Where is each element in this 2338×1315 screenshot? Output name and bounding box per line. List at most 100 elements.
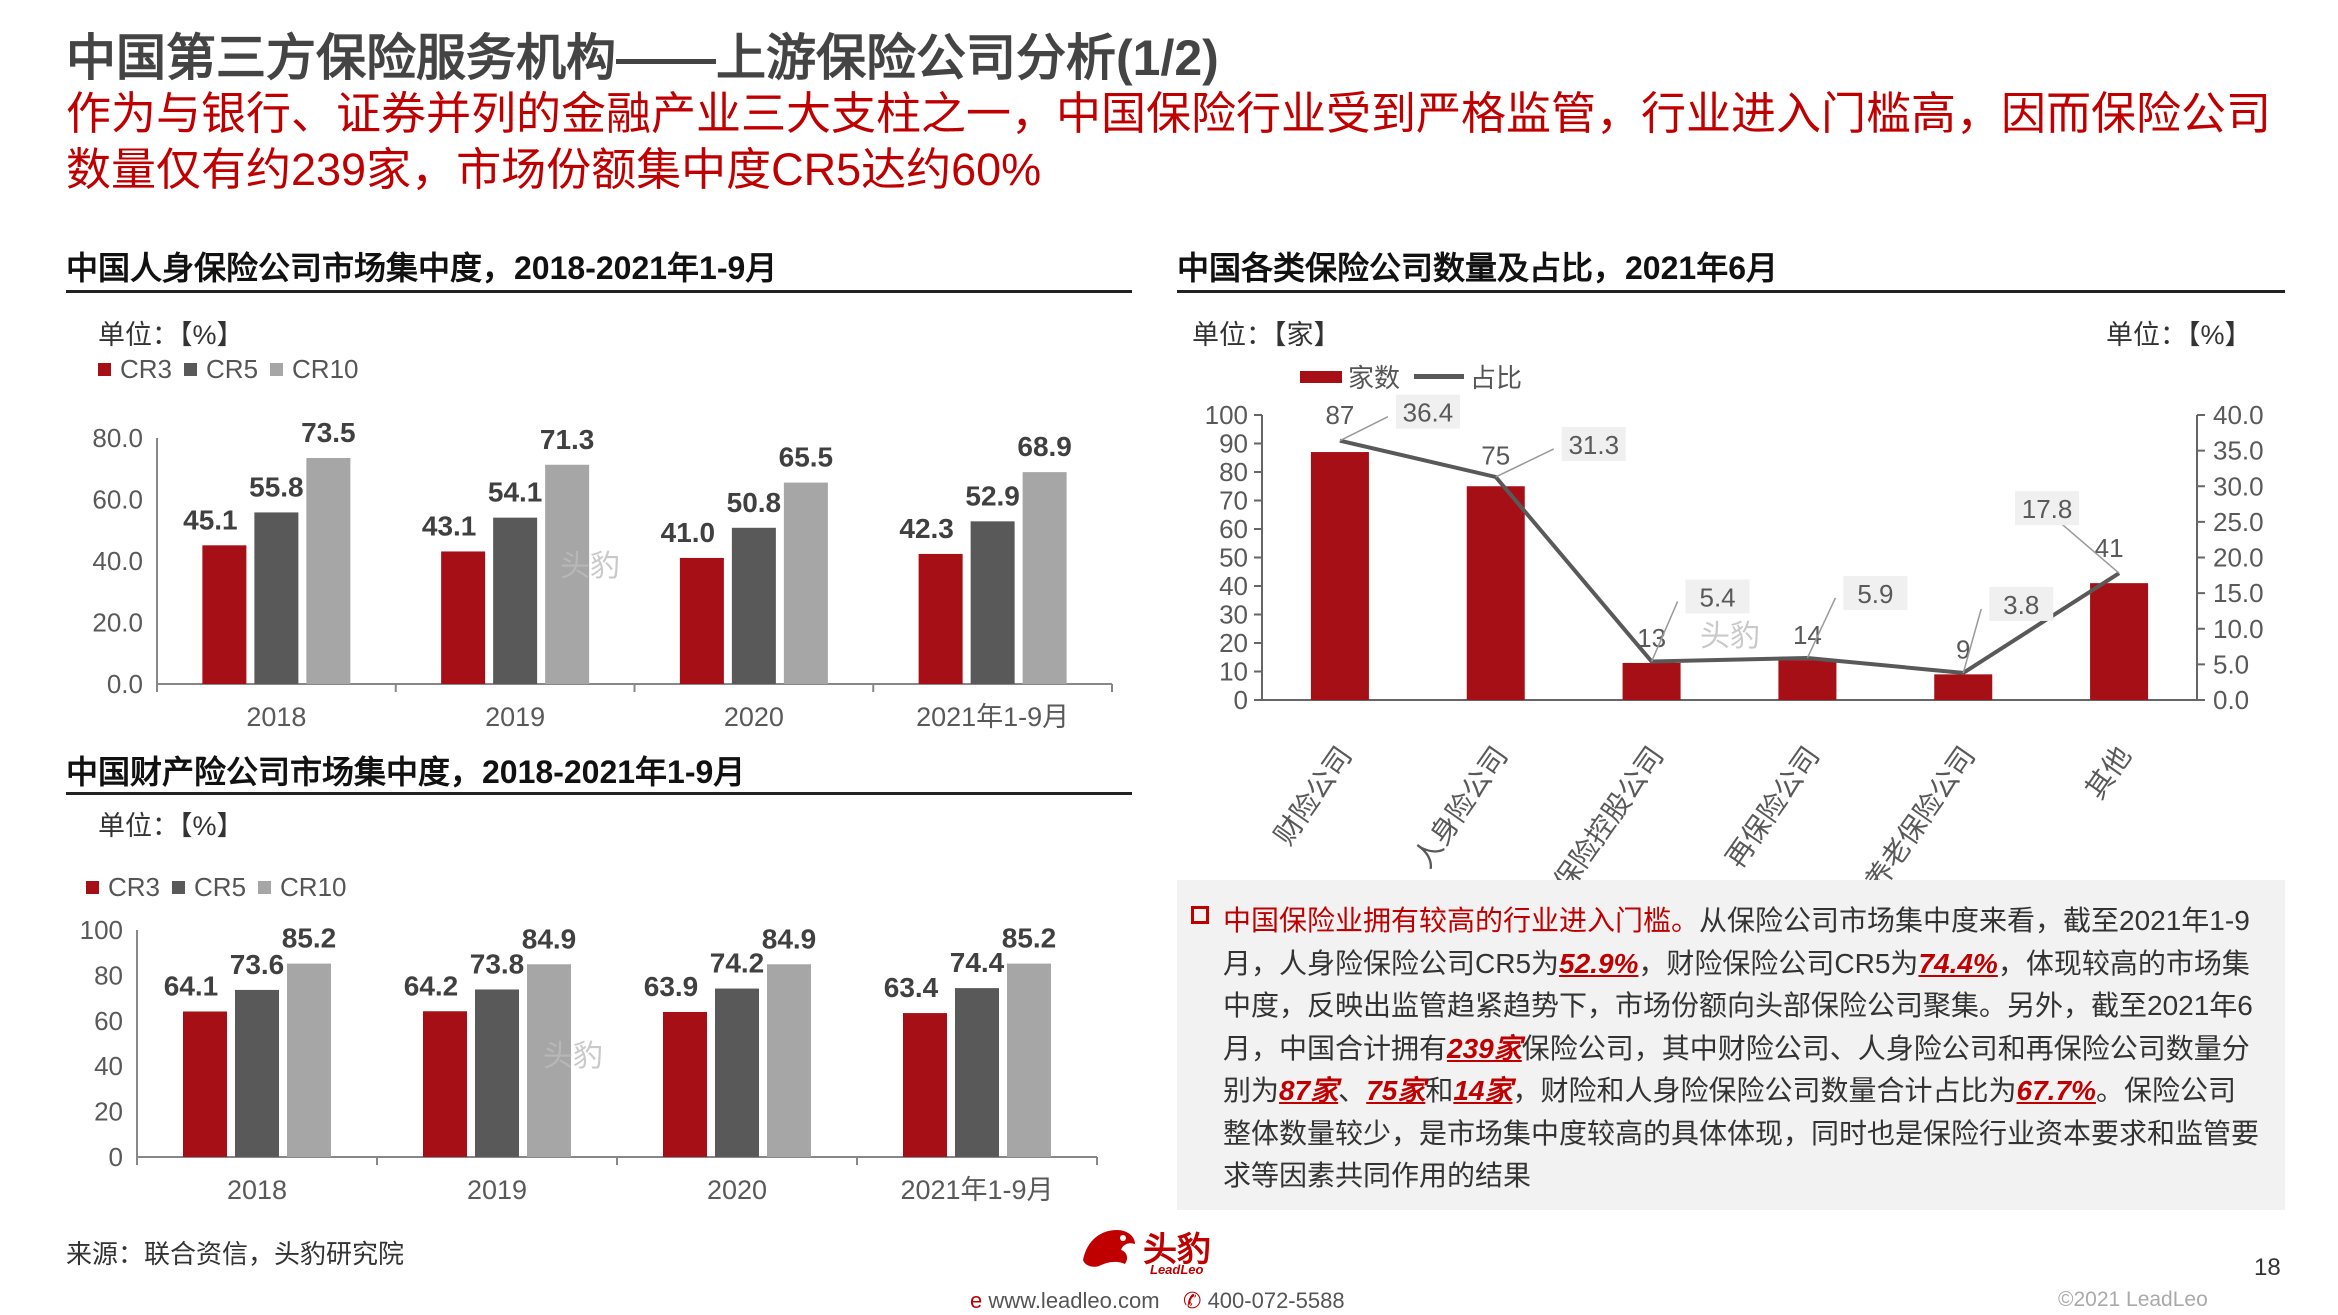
y-tick-label-left: 20 [1219,628,1248,658]
share-label: 31.3 [1568,430,1619,460]
bar-cr10 [1007,963,1051,1157]
callout-leader [1495,448,1555,478]
x-tick-label: 养老保险公司 [1860,741,1982,880]
data-label: 64.2 [404,970,459,1001]
website-text[interactable]: www.leadleo.com [988,1288,1160,1313]
legend-swatch-cr10 [270,363,284,376]
copyright: ©2021 LeadLeo [2058,1288,2208,1311]
data-label: 73.5 [301,417,356,448]
page-number: 18 [2254,1254,2281,1281]
chart2-unit: 单位：【%】 [98,811,244,841]
data-label: 74.4 [950,947,1005,978]
chart3-rule [1177,290,2285,293]
bar-count [1622,662,1681,700]
bar-cr10 [783,482,828,684]
bar-cr5 [715,988,759,1157]
analysis-text: 从保险公司市场集中度来看，截至2021年1-9月，人身险保险公司CR5为 [1223,905,2250,979]
data-label: 73.6 [230,949,285,980]
highlight-value: 74.4% [1918,947,1998,979]
data-label: 63.4 [884,972,939,1003]
page-title: 中国第三方保险服务机构——上游保险公司分析(1/2) [66,30,1219,86]
callout-box [1843,575,1908,610]
y-tick-label-left: 50 [1219,543,1248,573]
legend-swatch-cr10 [258,881,272,894]
share-line [1339,438,2121,675]
data-label: 52.9 [965,480,1020,511]
leadleo-logo-icon [1083,1230,1135,1267]
legend-label-cr5: CR5 [206,354,259,384]
y-tick-label-left: 60 [1219,514,1248,544]
x-tick-label: 再保险公司 [1720,741,1826,873]
y-tick-label: 80 [94,960,123,990]
analysis-text: ，体现较高的市场集中度，反映出监管趋紧趋势下，市场份额向头部保险公司聚集。另外，… [1223,947,2253,1064]
share-label: 36.4 [1403,398,1454,428]
phone-text: 400-072-5588 [1207,1288,1345,1313]
bar-cr3 [423,1011,467,1157]
chart2-legend: CR3 CR5 CR10 [86,872,347,903]
analysis-paragraph: 中国保险业拥有较高的行业进入门槛。从保险公司市场集中度来看，截至2021年1-9… [1223,900,2263,1198]
chart3-legend: 家数 占比 [1300,358,1522,395]
chart2-rule [66,792,1132,795]
bar-cr5 [235,989,279,1157]
chart2-property-insurance-concentration: 02040608010064.173.685.2201864.273.884.9… [80,915,1098,1205]
x-tick-label: 2018 [246,702,306,732]
bar-cr5 [731,527,776,684]
x-tick-label: 2018 [227,1175,287,1205]
y-tick-label-right: 10.0 [2213,614,2264,644]
bar-cr10 [287,963,331,1157]
watermark-text: 头豹 [560,550,620,583]
y-tick-label-right: 15.0 [2213,578,2264,608]
count-label: 75 [1481,440,1510,470]
bar-cr10 [527,964,571,1157]
x-tick-label: 2020 [707,1175,767,1205]
y-tick-label-right: 5.0 [2213,649,2249,679]
x-tick-label: 其他 [2080,741,2138,805]
web-icon: e [970,1288,983,1313]
bar-cr5 [970,521,1015,684]
watermark-text: 头豹 [1700,620,1760,653]
legend-swatch-cr3 [86,881,99,894]
data-label: 64.1 [164,970,219,1001]
chart3-unit-left: 单位：【家】 [1192,320,1341,350]
callout-leader [1650,601,1679,662]
legend-swatch-cr5 [172,881,186,894]
callout-leader [1339,415,1389,442]
footer-phone: ✆ 400-072-5588 [1183,1288,1345,1314]
highlight-value: 75家 [1366,1075,1426,1106]
legend-label-count: 家数 [1348,363,1401,393]
x-tick-label: 2020 [724,702,784,732]
bar-count [1310,452,1369,700]
y-tick-label-left: 80 [1219,457,1248,487]
callout-box [1561,426,1626,461]
y-tick-label: 20.0 [92,608,143,638]
data-label: 43.1 [422,510,477,541]
logo-text: 头豹 [1143,1231,1211,1269]
data-label: 65.5 [779,442,834,473]
phone-icon: ✆ [1183,1288,1202,1313]
footer-website[interactable]: e www.leadleo.com [970,1288,1160,1314]
legend-swatch-cr3 [98,363,111,376]
x-tick-label: 2019 [467,1175,527,1205]
data-label: 85.2 [1002,923,1057,954]
legend-label-cr10: CR10 [292,354,359,384]
callout-box [1685,579,1750,614]
share-label: 3.8 [2003,590,2039,620]
y-tick-label: 20 [94,1097,123,1127]
analysis-text: ，财险保险公司CR5为 [1638,947,1919,979]
y-tick-label: 100 [80,915,123,945]
count-label: 9 [1956,634,1970,664]
bar-cr5 [955,988,999,1157]
y-tick-label-right: 20.0 [2213,543,2264,573]
chart1-legend: CR3 CR5 CR10 [98,354,359,385]
y-tick-label-left: 100 [1205,400,1248,430]
data-label: 45.1 [183,504,238,535]
bar-cr3 [183,1011,227,1157]
bar-cr10 [545,464,590,684]
bar-count [1466,486,1525,700]
y-tick-label: 40.0 [92,546,143,576]
y-tick-label-left: 30 [1219,600,1248,630]
analysis-text: 、 [1338,1075,1367,1106]
bar-cr10 [767,964,811,1157]
data-label: 50.8 [727,487,782,518]
legend-label-share: 占比 [1470,363,1523,393]
